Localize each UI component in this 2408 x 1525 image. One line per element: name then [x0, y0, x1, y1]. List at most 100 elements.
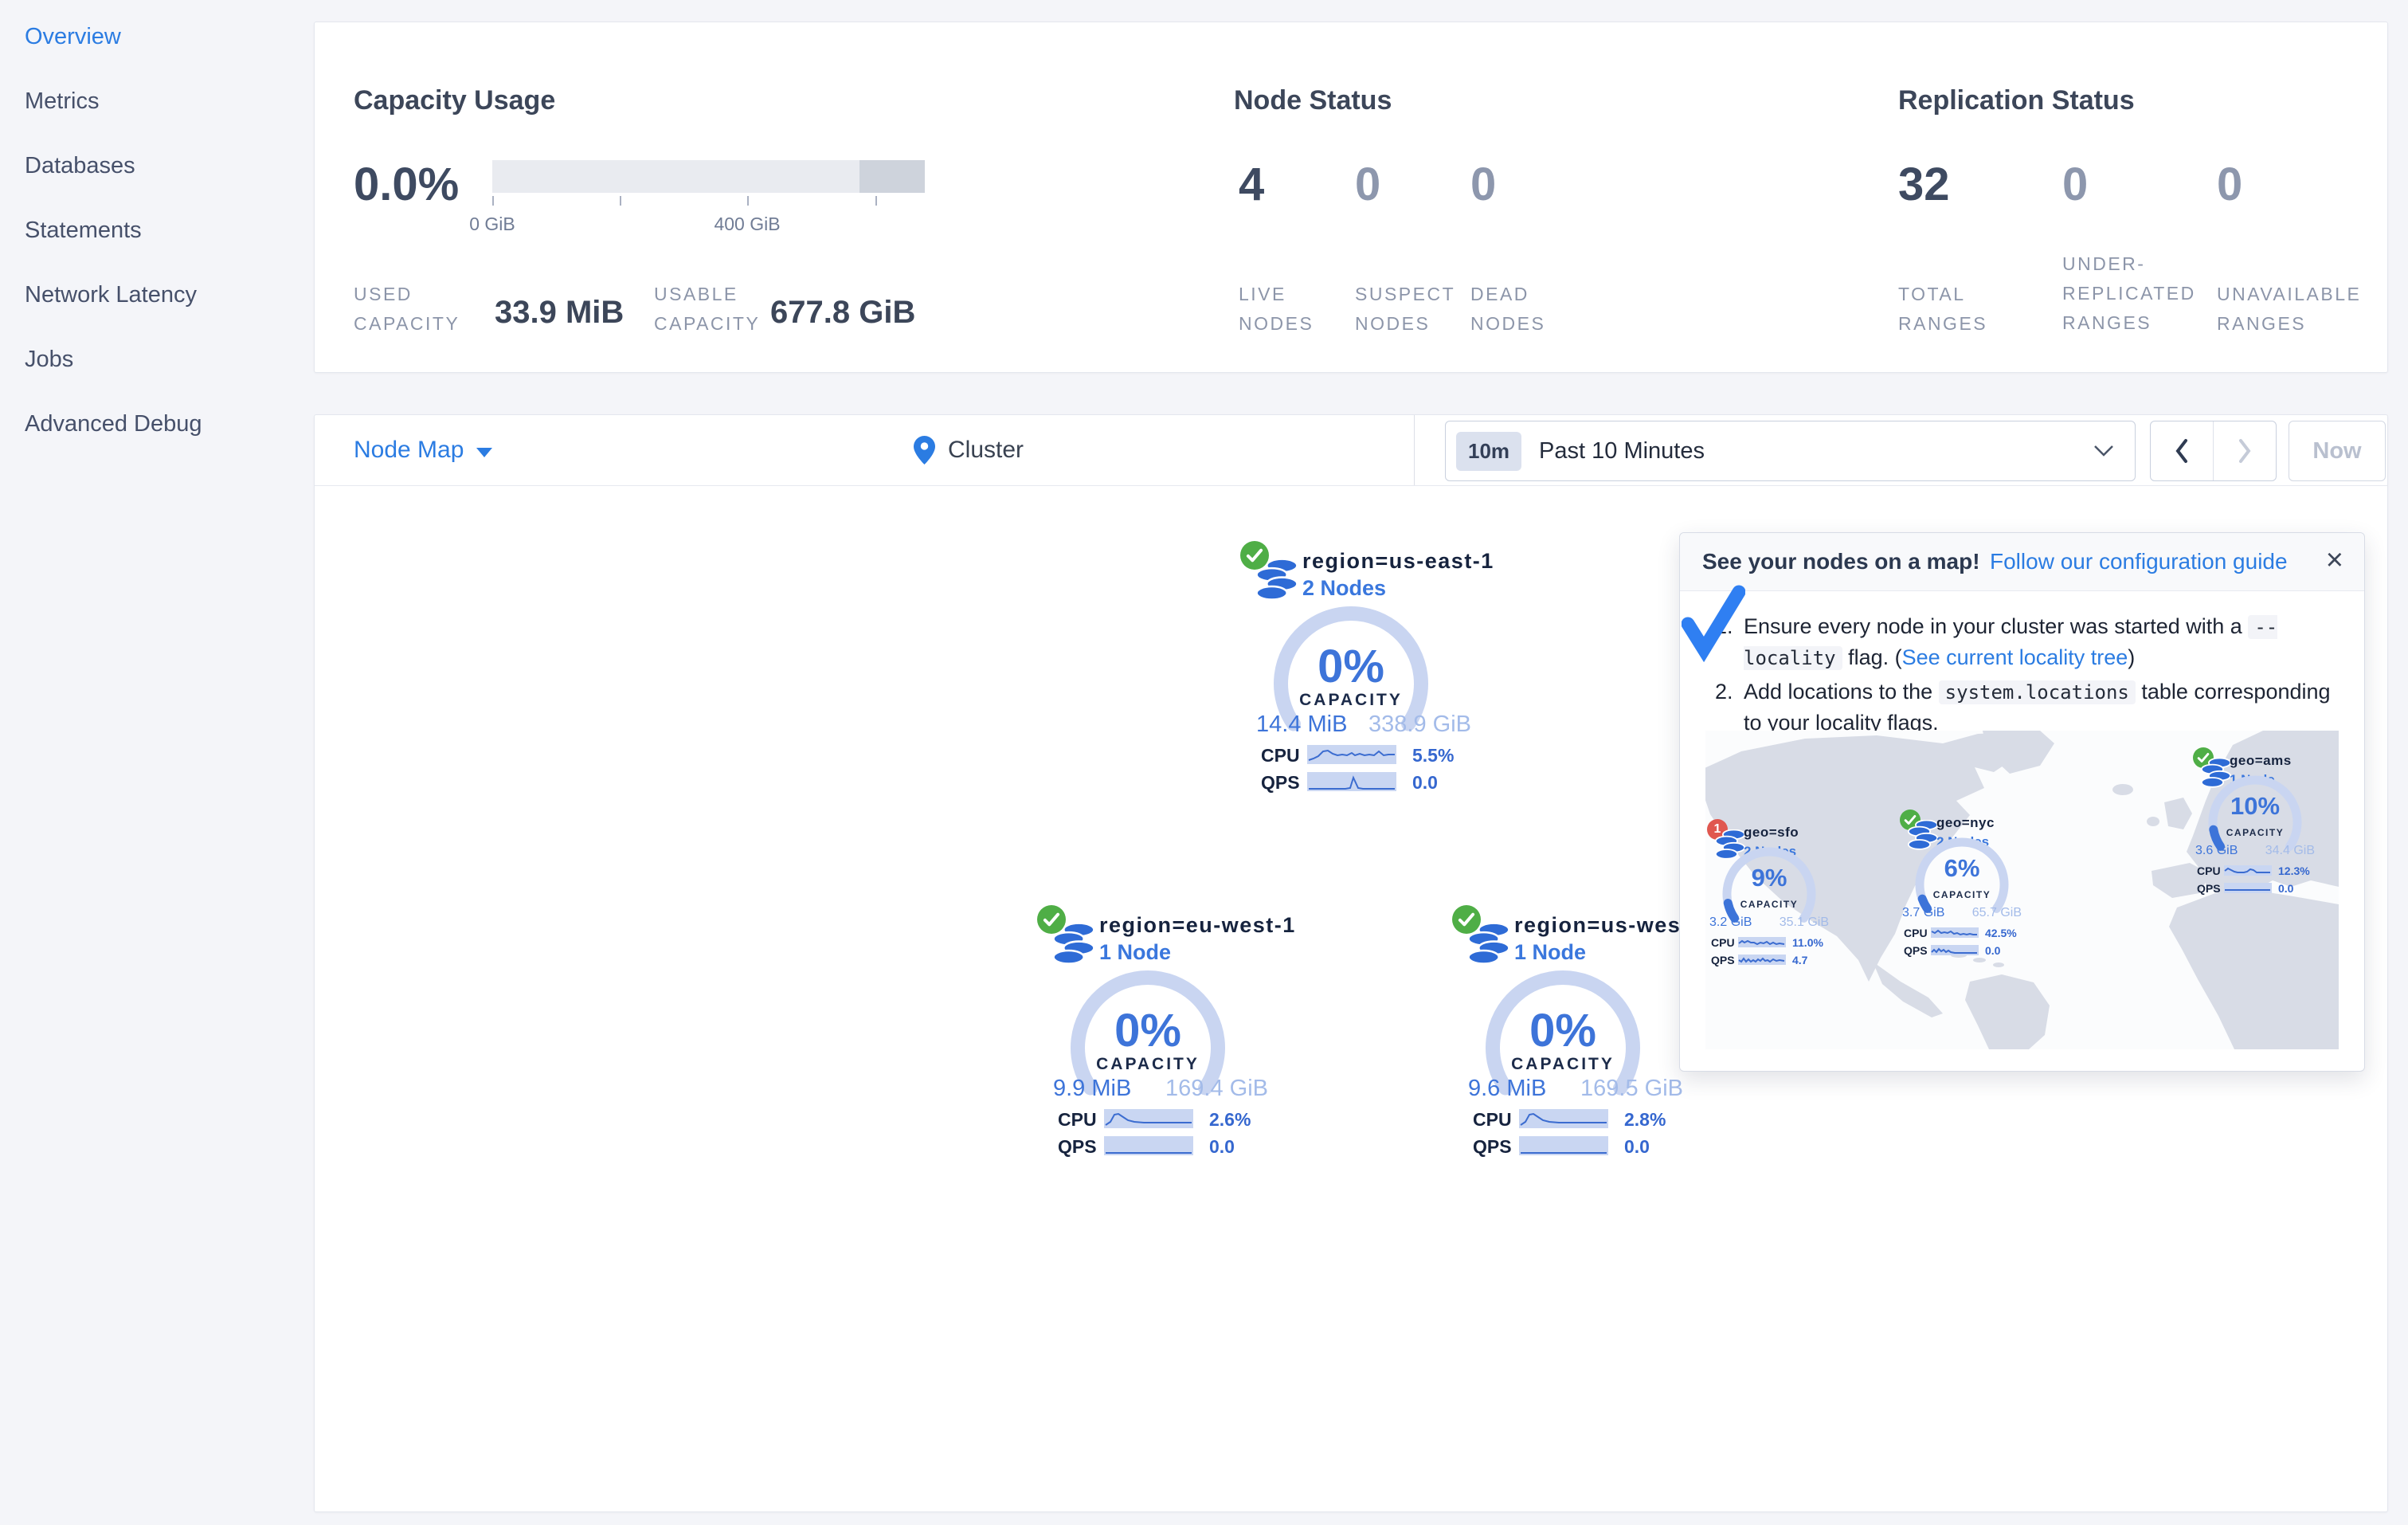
qps-sparkline: [2224, 883, 2272, 893]
qps-value: 0.0: [1412, 772, 1438, 793]
capacity-gauge-arc: [1486, 970, 1640, 1096]
capacity-gauge-arc: [2208, 775, 2302, 851]
sidebar-item-statements[interactable]: Statements: [25, 218, 142, 243]
map-region-geo-nyc: geo=nyc 2 Nodes 6% CAPACITY 3.7 GiB 65.7…: [1894, 809, 2030, 964]
map-region-used: 3.7 GiB: [1902, 906, 1945, 919]
cpu-label: CPU: [1904, 927, 1928, 939]
dead-nodes-label: DEAD NODES: [1470, 284, 1546, 334]
region-total-capacity: 169.5 GiB: [1580, 1076, 1683, 1101]
capacity-gauge-arc: [1071, 970, 1225, 1096]
step-text: Ensure every node in your cluster was st…: [1744, 614, 2278, 670]
breadcrumb[interactable]: Cluster: [914, 415, 1024, 485]
locality-tree-link[interactable]: See current locality tree: [1901, 645, 2128, 669]
time-range-dropdown[interactable]: 10m Past 10 Minutes: [1445, 421, 2136, 481]
qps-sparkline: [1519, 1136, 1608, 1155]
capacity-gauge-percent: 0%: [1529, 1005, 1596, 1057]
map-pin-icon: [914, 436, 935, 465]
capacity-usage-title: Capacity Usage: [354, 85, 556, 116]
qps-sparkline: [1931, 945, 1979, 955]
capacity-gauge-percent: 10%: [2230, 792, 2281, 820]
cpu-value: 12.3%: [2278, 864, 2310, 877]
step-text: Add locations to the system.locations ta…: [1744, 680, 2331, 735]
time-next-button[interactable]: [2213, 421, 2276, 480]
now-button[interactable]: Now: [2289, 421, 2386, 481]
close-icon[interactable]: ×: [2325, 543, 2343, 577]
time-prev-button[interactable]: [2151, 421, 2213, 480]
map-region-geo-sfo: 1 geo=sfo 2 Nodes 9% CAPACITY 3.2 GiB 35…: [1705, 818, 1837, 974]
setup-step-2: 2. Add locations to the system.locations…: [1715, 676, 2336, 738]
capacity-tick: [492, 196, 494, 206]
map-region-total: 65.7 GiB: [1971, 906, 2022, 919]
unavailable-count: 0: [2217, 159, 2243, 210]
qps-label: QPS: [1904, 944, 1928, 957]
step-number: 2.: [1715, 680, 1733, 704]
qps-value: 4.7: [1792, 954, 1808, 966]
used-capacity-label: USED CAPACITY: [354, 284, 460, 334]
map-region-total: 35.1 GiB: [1779, 915, 1829, 929]
healthy-check-icon: [1240, 541, 1269, 570]
cluster-summary-panel: Capacity Usage 0.0% 0 GiB 400 GiB USED C…: [314, 22, 2388, 373]
time-pager: [2150, 421, 2277, 481]
capacity-bar: [492, 160, 925, 193]
capacity-gauge-arc: [1915, 837, 2009, 913]
region-nodes-link[interactable]: 1 Node: [1514, 940, 1587, 964]
under-replicated-label: UNDER- REPLICATED RANGES: [2062, 253, 2196, 333]
qps-value: 0.0: [1209, 1136, 1235, 1157]
cpu-value: 2.6%: [1209, 1109, 1251, 1130]
capacity-tick: [875, 196, 877, 206]
view-selector-dropdown[interactable]: Node Map: [354, 415, 493, 485]
qps-sparkline: [1307, 772, 1396, 791]
map-region-geo-ams: geo=ams 1 Node 10% CAPACITY 3.6 GiB 34.4…: [2187, 747, 2323, 902]
capacity-percent: 0.0%: [354, 159, 460, 210]
map-region-total: 34.4 GiB: [2265, 844, 2315, 857]
configuration-guide-link[interactable]: Follow our configuration guide: [1990, 549, 2288, 574]
chevron-left-icon: [2175, 439, 2187, 463]
live-nodes-count: 4: [1239, 159, 1265, 210]
dead-nodes-count: 0: [1470, 159, 1497, 210]
example-node-map: 1 geo=sfo 2 Nodes 9% CAPACITY 3.2 GiB 35…: [1705, 731, 2339, 1049]
region-group-us-west-1: region=us-west-1 1 Node 0% CAPACITY 9.6 …: [1452, 904, 1709, 1166]
cpu-sparkline: [1738, 937, 1786, 947]
node-map-toolbar: Node Map Cluster 10m Past 10 Minutes: [315, 415, 2387, 486]
qps-value: 0.0: [1624, 1136, 1650, 1157]
cpu-value: 42.5%: [1985, 927, 2017, 939]
qps-label: QPS: [1261, 772, 1300, 793]
region-nodes-link[interactable]: 1 Node: [1099, 940, 1172, 964]
qps-sparkline: [1738, 955, 1786, 965]
used-capacity-value: 33.9 MiB: [495, 295, 625, 330]
qps-value: 0.0: [2278, 882, 2294, 895]
cpu-sparkline: [2224, 865, 2272, 876]
sidebar-item-overview[interactable]: Overview: [25, 24, 121, 49]
suspect-nodes-label: SUSPECT NODES: [1355, 284, 1456, 334]
region-used-capacity: 9.9 MiB: [1053, 1076, 1132, 1101]
breadcrumb-label: Cluster: [948, 437, 1024, 463]
sidebar-item-metrics[interactable]: Metrics: [25, 88, 100, 114]
sidebar-item-advanced-debug[interactable]: Advanced Debug: [25, 411, 202, 437]
sidebar-item-network-latency[interactable]: Network Latency: [25, 282, 197, 308]
capacity-tick-label-0: 0 GiB: [469, 214, 515, 234]
capacity-tick: [620, 196, 621, 206]
capacity-gauge-label: CAPACITY: [1932, 889, 1991, 900]
sidebar-item-databases[interactable]: Databases: [25, 153, 135, 178]
cpu-sparkline: [1104, 1109, 1193, 1128]
node-map-panel: Node Map Cluster 10m Past 10 Minutes: [314, 414, 2388, 1512]
qps-value: 0.0: [1985, 944, 2001, 957]
map-region-name: geo=nyc: [1936, 815, 1995, 830]
cpu-value: 2.8%: [1624, 1109, 1666, 1130]
node-status-title: Node Status: [1234, 85, 1392, 116]
region-nodes-link[interactable]: 2 Nodes: [1302, 576, 1387, 600]
qps-sparkline: [1104, 1136, 1193, 1155]
cpu-label: CPU: [1261, 745, 1300, 766]
cpu-label: CPU: [1711, 936, 1735, 949]
capacity-gauge-arc: [1722, 847, 1816, 923]
cpu-sparkline: [1931, 927, 1979, 938]
big-check-icon: [1682, 585, 1745, 662]
sidebar-item-jobs[interactable]: Jobs: [25, 347, 74, 372]
region-name: region=eu-west-1: [1099, 913, 1296, 937]
cpu-value: 11.0%: [1792, 936, 1823, 949]
cpu-sparkline: [1307, 745, 1396, 764]
capacity-gauge-percent: 9%: [1751, 864, 1787, 892]
time-range-badge: 10m: [1456, 431, 1522, 471]
cpu-label: CPU: [1473, 1109, 1512, 1130]
map-region-name: geo=sfo: [1744, 825, 1799, 840]
